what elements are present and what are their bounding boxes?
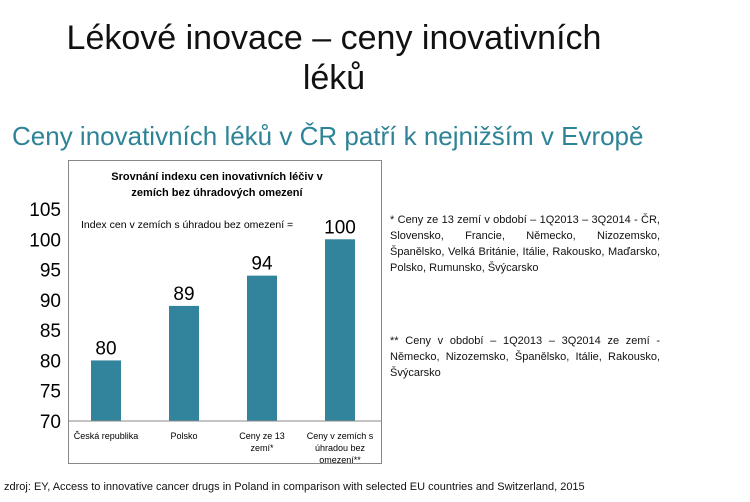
bar	[247, 275, 277, 421]
slide-title: Lékové inovace – ceny inovativních léků	[0, 18, 668, 98]
source-note: zdroj: EY, Access to innovative cancer d…	[4, 481, 585, 493]
data-label: 100	[324, 217, 356, 238]
x-tick-label: úhradou bez	[315, 443, 366, 453]
slide-subtitle: Ceny inovativních léků v ČR patří k nejn…	[12, 121, 644, 151]
chart-title-line-2: zemích bez úhradových omezení	[131, 187, 303, 199]
chart-frame: Srovnání indexu cen inovativních léčiv v…	[29, 160, 382, 465]
data-label: 94	[251, 254, 273, 275]
y-tick-label: 105	[29, 200, 61, 221]
y-tick-label: 100	[29, 230, 61, 251]
footnote-6-countries: ** Ceny v období – 1Q2013 – 3Q2014 ze ze…	[390, 335, 660, 379]
bar-chart: Srovnání indexu cen inovativních léčiv v…	[29, 171, 381, 465]
chart-title-line-1: Srovnání indexu cen inovativních léčiv v	[111, 171, 323, 183]
x-tick-label: Ceny ze 13	[239, 431, 285, 441]
bar	[325, 239, 355, 421]
y-tick-label: 95	[40, 261, 61, 282]
y-tick-label: 75	[40, 382, 61, 403]
chart-annotation: Index cen v zemích s úhradou bez omezení…	[81, 219, 293, 231]
bar	[169, 305, 199, 421]
x-tick-label: zemí*	[250, 443, 274, 453]
x-tick-label: Polsko	[170, 431, 197, 441]
bar	[91, 360, 121, 421]
x-tick-label: omezení**	[319, 455, 361, 465]
y-tick-label: 80	[40, 351, 61, 372]
slide-title-line-2: léků	[302, 59, 366, 97]
y-tick-label: 70	[40, 412, 61, 433]
y-tick-label: 85	[40, 321, 61, 342]
slide-title-line-1: Lékové inovace – ceny inovativních	[66, 19, 602, 57]
x-tick-label: Ceny v zemích s	[307, 431, 374, 441]
y-tick-label: 90	[40, 291, 61, 312]
footnote-13-countries: * Ceny ze 13 zemí v období – 1Q2013 – 3Q…	[390, 214, 660, 274]
data-label: 80	[95, 338, 116, 359]
data-label: 89	[173, 284, 194, 305]
x-tick-label: Česká republika	[74, 431, 139, 441]
